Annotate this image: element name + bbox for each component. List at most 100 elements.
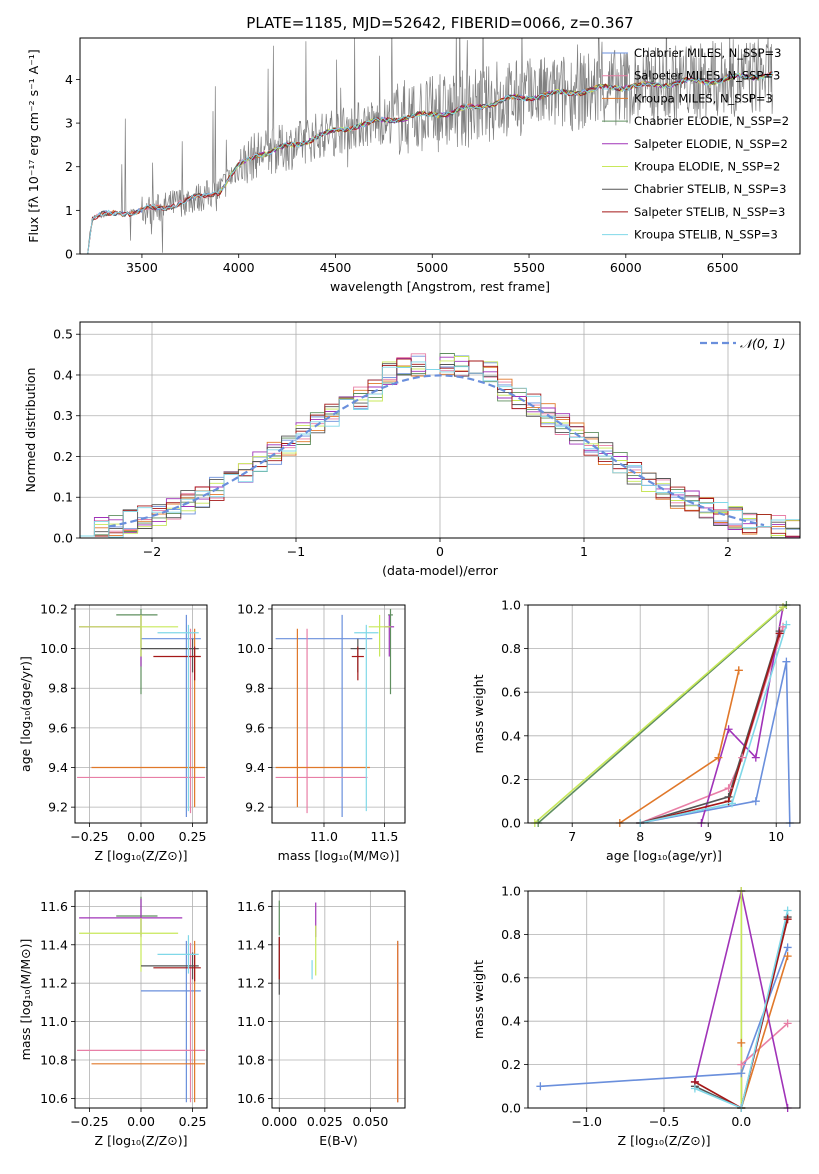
legend-entry: Salpeter ELODIE, N_SSP=2	[634, 137, 788, 151]
x-tick-label: 0.25	[179, 829, 207, 844]
x-tick-label: 0.25	[179, 1114, 207, 1129]
axes-frame	[527, 604, 801, 824]
point-marker-salpeter_miles	[737, 1060, 746, 1069]
axes-frame	[74, 604, 208, 824]
legend-entry: 𝒩(0, 1)	[740, 336, 786, 351]
y-tick-label: 1.0	[501, 884, 521, 899]
axes-frame	[527, 890, 801, 1109]
axes-frame	[79, 321, 801, 539]
y-tick-label: 11.2	[40, 976, 68, 991]
point-marker-kroupa_stelib	[782, 620, 791, 629]
legend-entry: Salpeter MILES, N_SSP=3	[634, 69, 780, 83]
y-tick-label: 11.6	[40, 899, 68, 914]
y-tick-label: 10.8	[237, 1052, 265, 1067]
y-tick-label: 0.2	[501, 772, 521, 787]
y-axis-label: mass weight	[471, 674, 486, 753]
y-tick-label: 9.2	[48, 800, 68, 815]
plot-area	[534, 605, 791, 823]
plot-area	[275, 608, 395, 818]
x-tick-label: 11.5	[371, 829, 399, 844]
y-tick-label: 1	[65, 203, 73, 218]
point-marker-kroupa_stelib	[783, 906, 792, 915]
y-axis-label: age [log₁₀(age/yr)]	[18, 656, 33, 772]
x-tick-label: 0.025	[307, 1114, 343, 1129]
y-tick-label: 11.0	[237, 1014, 265, 1029]
y-tick-label: 11.0	[40, 1014, 68, 1029]
point-marker-chabrier_miles	[783, 943, 792, 952]
y-tick-label: 0.0	[53, 531, 73, 546]
point-marker-salpeter_stelib	[775, 629, 784, 638]
chart-mass_vs_ebv: 0.000 0.025 0.050 10.6 10.8 11.0 11.2 11.4 11.6 E…	[237, 890, 406, 1148]
axes-frame	[79, 37, 801, 255]
y-tick-label: 9.2	[245, 800, 265, 815]
line-salpeter_miles	[740, 1022, 789, 1108]
y-tick-label: 9.8	[48, 681, 68, 696]
point-marker-salpeter_miles	[724, 784, 733, 793]
normal-curve	[108, 374, 765, 528]
line-kroupa_stelib	[640, 624, 788, 823]
y-tick-label: 10.0	[237, 641, 265, 656]
x-tick-label: 1	[580, 544, 588, 559]
chart-massweight_vs_age: 7 8 9 10 0.0 0.2 0.4 0.6 0.8 1.0 age [log₁₀(age/yr…	[471, 598, 801, 863]
x-tick-label: 2	[724, 544, 732, 559]
point-marker-kroupa_stelib	[728, 799, 736, 808]
plot-area	[278, 900, 399, 1103]
x-tick-label: −0.25	[70, 829, 108, 844]
x-axis-label: wavelength [Angstrom, rest frame]	[330, 279, 550, 294]
y-tick-label: 11.4	[40, 937, 68, 952]
line-chabrier_miles	[640, 661, 791, 823]
axes-frame	[271, 604, 406, 824]
x-axis-label: Z [log₁₀(Z/Z⊙)]	[95, 848, 188, 863]
y-tick-label: 0.3	[53, 408, 73, 423]
point-marker-kroupa_miles	[737, 1038, 746, 1047]
y-tick-label: 10.8	[40, 1052, 68, 1067]
histogram-kroupa_stelib	[80, 361, 800, 538]
line-salpeter_elodie	[700, 607, 784, 823]
line-kroupa_elodie	[534, 606, 784, 823]
x-tick-label: 6000	[610, 260, 642, 275]
y-tick-label: 11.4	[237, 937, 265, 952]
y-tick-label: 3	[65, 116, 73, 131]
y-tick-label: 0.0	[501, 816, 521, 831]
y-axis-label: mass [log₁₀(M/M⊙)]	[18, 939, 33, 1061]
y-tick-label: 4	[65, 72, 73, 87]
y-axis-label: Normed distribution	[23, 368, 38, 493]
x-tick-label: −2	[143, 544, 161, 559]
line-salpeter_stelib	[694, 919, 789, 1108]
legend-entry: Kroupa STELIB, N_SSP=3	[634, 228, 778, 242]
x-tick-label: −1.0	[572, 1114, 602, 1129]
x-tick-label: 5000	[416, 260, 448, 275]
point-marker-kroupa_miles	[783, 952, 792, 961]
y-tick-label: 0.2	[501, 1057, 521, 1072]
x-tick-label: 0.0	[731, 1114, 751, 1129]
y-tick-label: 2	[65, 159, 73, 174]
chart-age_vs_mass: 11.0 11.5 9.2 9.4 9.6 9.8 10.0 10.2 mass [log₁₀(…	[237, 601, 406, 863]
x-tick-label: 8	[636, 829, 644, 844]
y-tick-label: 0.1	[53, 490, 73, 505]
y-tick-label: 0	[65, 247, 73, 262]
data-spectrum-line	[91, 38, 774, 253]
axes-frame	[271, 890, 406, 1109]
point-marker-salpeter_stelib	[783, 915, 792, 924]
point-marker-salpeter_elodie	[724, 725, 733, 734]
point-marker-salpeter_miles	[783, 1019, 792, 1028]
x-tick-label: 0.00	[127, 829, 155, 844]
y-tick-label: 0.4	[501, 728, 521, 743]
x-tick-label: −0.25	[70, 1114, 108, 1129]
plot-area	[77, 608, 205, 818]
point-marker-kroupa_miles	[714, 753, 723, 762]
y-tick-label: 9.8	[245, 681, 265, 696]
point-marker-salpeter_elodie	[751, 753, 760, 762]
x-tick-label: 3500	[126, 260, 158, 275]
x-axis-label: E(B-V)	[319, 1133, 358, 1148]
x-tick-label: 5500	[513, 260, 545, 275]
y-tick-label: 0.5	[53, 327, 73, 342]
y-tick-label: 9.4	[245, 760, 265, 775]
x-tick-label: −1	[287, 544, 305, 559]
x-axis-label: mass [log₁₀(M/M⊙)]	[278, 848, 400, 863]
x-tick-label: 6500	[707, 260, 739, 275]
point-marker-chabrier_miles	[737, 1069, 746, 1078]
line-kroupa_miles	[740, 955, 789, 1108]
histogram-chabrier_stelib	[80, 363, 800, 537]
y-tick-label: 0.8	[501, 927, 521, 942]
